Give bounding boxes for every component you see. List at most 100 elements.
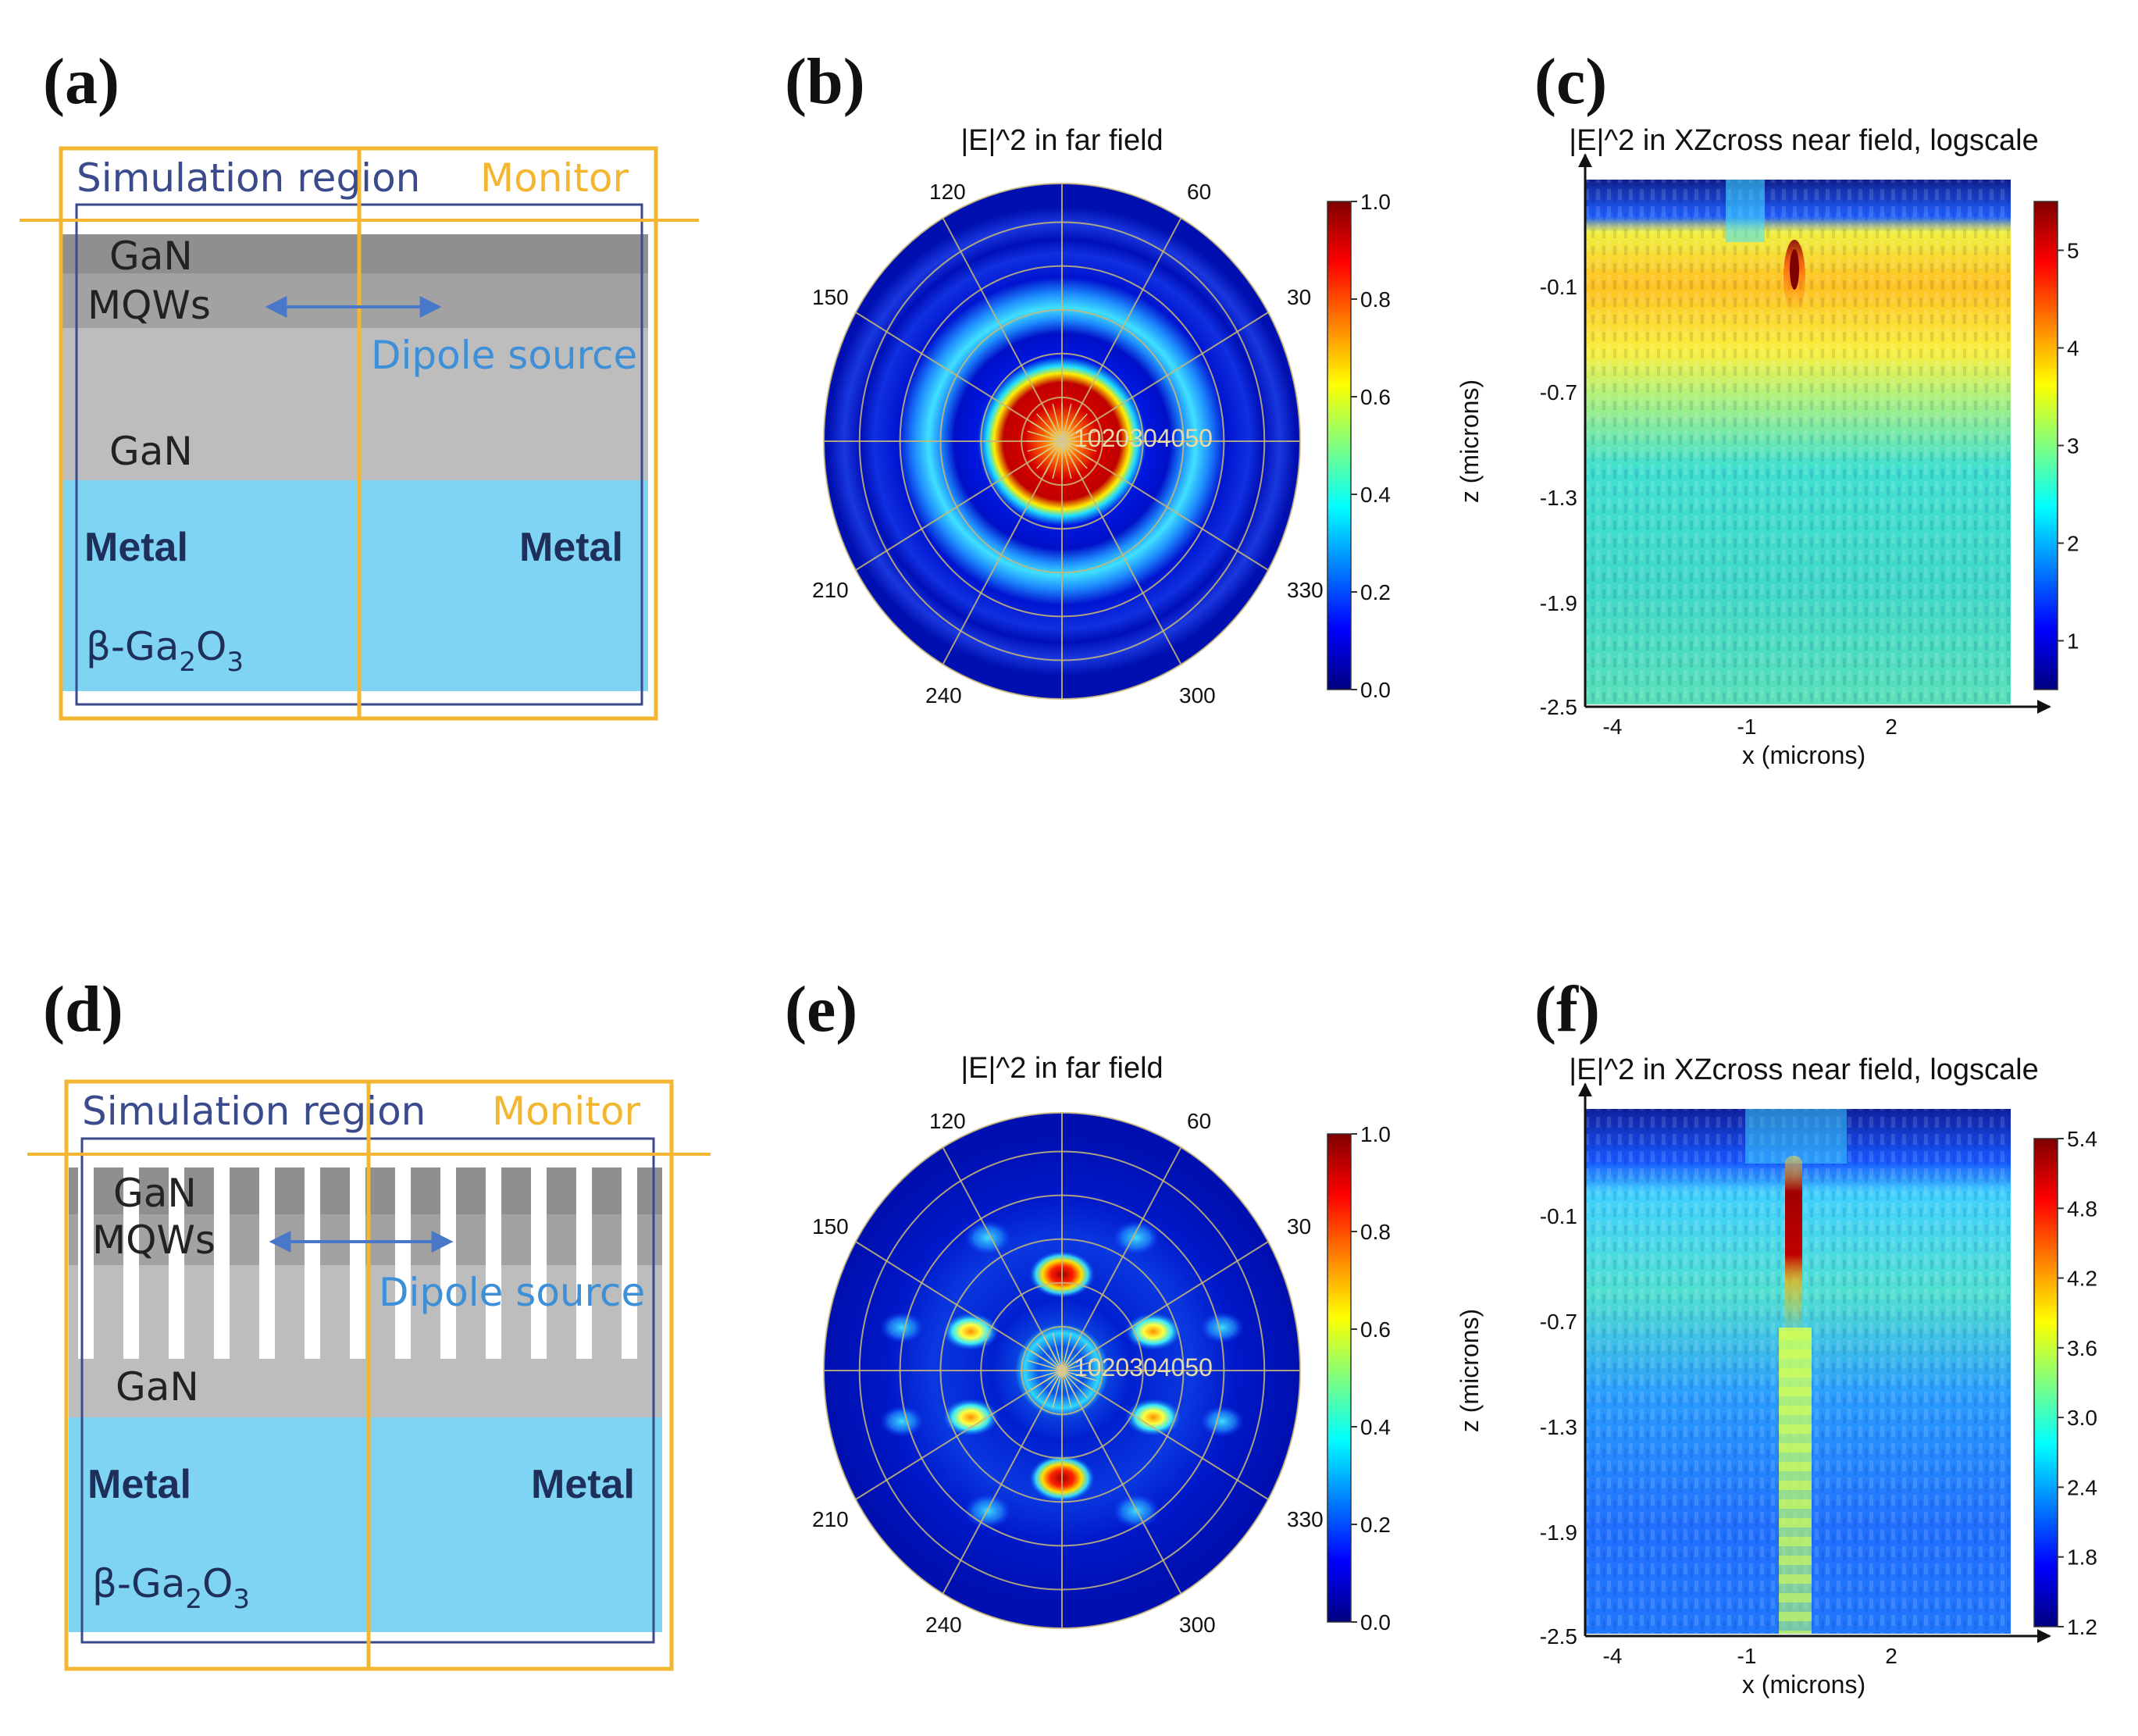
polar-center-spoke xyxy=(1027,1360,1063,1371)
colorbar-tick-label: 1.0 xyxy=(1360,1122,1391,1146)
angle-tick-210: 210 xyxy=(812,578,849,602)
polar-spoke xyxy=(1061,440,1182,665)
y-tick: -0.1 xyxy=(1540,1204,1577,1228)
gan-top-label: GaN xyxy=(113,1171,197,1216)
colorbar-tick-label: 4.2 xyxy=(2067,1267,2097,1291)
colorbar: 5.4 4.8 4.2 3.6 3.0 2.4 1.8 1.2 xyxy=(2033,1127,2097,1639)
colorbar-tick-label: 2 xyxy=(2067,532,2079,556)
simulation-region-label: Simulation region xyxy=(77,155,420,201)
polar-spoke xyxy=(942,217,1063,442)
angle-tick-210: 210 xyxy=(812,1507,849,1531)
x-tick: 2 xyxy=(1885,1644,1897,1668)
polar-spoke xyxy=(1061,1370,1182,1595)
schematic-d: Simulation region Monitor GaN MQWs Dipol… xyxy=(27,1079,711,1671)
lobe-weak xyxy=(1113,1221,1160,1255)
gan-bottom-label: GaN xyxy=(116,1364,199,1410)
x-tick: -4 xyxy=(1603,1644,1623,1668)
nanohole xyxy=(622,1167,637,1359)
colorbar-tick-label: 5 xyxy=(2067,239,2079,263)
polar-center-spoke xyxy=(1052,404,1063,442)
polar-center-spoke xyxy=(1061,404,1072,442)
colorbar-tick-label: 1.2 xyxy=(2067,1615,2097,1639)
polar-center-spoke xyxy=(1061,407,1081,442)
polar-center-spoke xyxy=(1061,1370,1088,1399)
polar-center-spoke xyxy=(1061,430,1097,442)
panel-label-f: (f) xyxy=(1534,973,1600,1046)
colorbar-tick-label: 3.6 xyxy=(2067,1336,2097,1360)
chart-title: |E|^2 in XZcross near field, logscale xyxy=(1569,124,2039,157)
polar-plot-e: |E|^2 in far field 1020304050 120 60 150… xyxy=(812,1052,1391,1637)
lobe-weak xyxy=(880,1312,924,1343)
nanohole xyxy=(576,1167,592,1359)
colorbar-tick-label: 2.4 xyxy=(2067,1475,2097,1499)
polar-center-spoke xyxy=(1061,421,1094,442)
polar-spoke xyxy=(1061,312,1269,442)
x-tick: 2 xyxy=(1885,715,1897,739)
angle-tick-240: 240 xyxy=(925,1613,962,1637)
polar-spoke xyxy=(1061,440,1269,571)
polar-center-spoke xyxy=(1061,440,1081,476)
x-tick: -4 xyxy=(1603,715,1623,739)
x-tick: -1 xyxy=(1737,1644,1757,1668)
colorbar: 1.0 0.8 0.6 0.4 0.2 0.0 xyxy=(1327,190,1391,702)
y-tick: -0.1 xyxy=(1540,275,1577,299)
polar-center-spoke xyxy=(1061,1336,1081,1371)
y-axis-label: z (microns) xyxy=(1456,380,1484,503)
polar-center-spoke xyxy=(1030,1370,1063,1391)
polar-grid xyxy=(823,183,1301,700)
polar-grid xyxy=(823,1112,1301,1629)
gan-top-label: GaN xyxy=(109,233,193,279)
y-tick: -1.9 xyxy=(1540,591,1577,615)
polar-center-spoke xyxy=(1027,1370,1063,1381)
substrate-label: β-Ga2O3 xyxy=(92,1561,250,1615)
polar-center-spoke xyxy=(1061,440,1072,479)
colorbar-tick-label: 0.8 xyxy=(1360,287,1391,312)
polar-center-spoke xyxy=(1036,1370,1063,1399)
nanohole xyxy=(350,1167,365,1359)
colorbar-gradient xyxy=(1327,1133,1352,1623)
beam-top xyxy=(1745,1109,1847,1164)
y-tick: -1.3 xyxy=(1540,1415,1577,1439)
polar-center-spoke xyxy=(1043,407,1063,442)
radial-tick-labels: 1020304050 xyxy=(1074,424,1213,452)
chart-title: |E|^2 in XZcross near field, logscale xyxy=(1569,1053,2039,1086)
layer-gan-top xyxy=(62,234,648,273)
lobe-weak xyxy=(880,1406,924,1437)
colorbar-gradient xyxy=(2033,201,2058,690)
angle-tick-240: 240 xyxy=(925,683,962,708)
beam-hotspot xyxy=(1785,1156,1802,1335)
monitor-label: Monitor xyxy=(480,155,629,201)
panel-label-b: (b) xyxy=(785,45,865,118)
angle-tick-150: 150 xyxy=(812,1214,849,1239)
y-tick: -2.5 xyxy=(1540,695,1577,719)
colorbar-gradient xyxy=(1327,201,1352,690)
polar-center-spoke xyxy=(1052,440,1063,479)
nanohole xyxy=(531,1167,547,1359)
angle-tick-330: 330 xyxy=(1287,1507,1324,1531)
polar-center-spoke xyxy=(1036,440,1063,469)
layer-substrate xyxy=(69,1417,662,1632)
angle-tick-120: 120 xyxy=(929,1109,966,1133)
polar-spoke xyxy=(1061,1241,1269,1371)
schematic-a: Simulation region Monitor GaN MQWs Dipol… xyxy=(20,146,699,721)
nanohole-array xyxy=(78,1167,637,1359)
colorbar-tick-label: 0.2 xyxy=(1360,580,1391,604)
x-axis-label: x (microns) xyxy=(1742,1670,1865,1699)
lobe-weak xyxy=(964,1221,1011,1255)
substrate-label: β-Ga2O3 xyxy=(86,624,244,678)
simulation-region-label: Simulation region xyxy=(82,1089,426,1134)
chart-title: |E|^2 in far field xyxy=(960,124,1163,157)
nanohole xyxy=(78,1167,94,1359)
beam-core xyxy=(1790,249,1799,290)
nanohole xyxy=(169,1167,184,1359)
y-tick: -2.5 xyxy=(1540,1624,1577,1649)
polar-spoke xyxy=(855,1370,1063,1500)
lobe-weak xyxy=(1200,1312,1244,1343)
colorbar-tick-label: 0.2 xyxy=(1360,1513,1391,1537)
y-tick: -0.7 xyxy=(1540,1310,1577,1334)
polar-center-spoke xyxy=(1061,1350,1094,1371)
colorbar: 5 4 3 2 1 xyxy=(2033,201,2079,690)
metal-right-label: Metal xyxy=(519,525,623,570)
polar-center-spoke xyxy=(1030,440,1063,462)
